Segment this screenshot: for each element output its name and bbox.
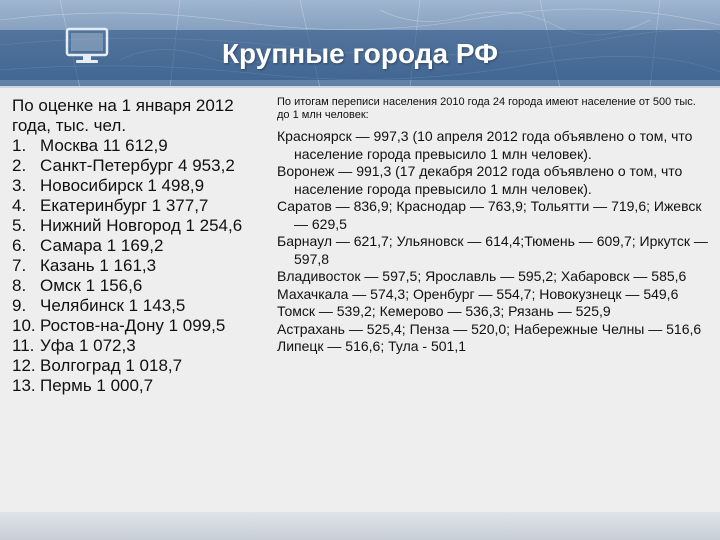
list-number: 10. xyxy=(12,316,36,335)
list-item: 3. Новосибирск 1 498,9 xyxy=(12,176,267,196)
monitor-icon xyxy=(65,27,109,63)
list-number: 4. xyxy=(12,196,27,215)
city-entry: Владивосток — 597,5; Ярославль — 595,2; … xyxy=(277,268,687,284)
city-entry: Махачкала — 574,3; Оренбург — 554,7; Нов… xyxy=(277,285,679,302)
city-entry: Астрахань — 525,4; Пенза — 520,0; Набере… xyxy=(277,320,702,337)
list-item: 10. Ростов-на-Дону 1 099,5 xyxy=(12,316,267,336)
list-text: Пермь 1 000,7 xyxy=(40,376,154,395)
list-text: Уфа 1 072,3 xyxy=(40,336,136,355)
city-entry: Барнаул — 621,7; Ульяновск — 614,4;Тюмен… xyxy=(277,233,708,267)
left-intro: По оценке на 1 января 2012 года, тыс. че… xyxy=(12,96,234,135)
list-item: 12. Волгоград 1 018,7 xyxy=(12,356,267,376)
list-item: 6. Самара 1 169,2 xyxy=(12,236,267,256)
list-text: Санкт-Петербург 4 953,2 xyxy=(40,156,235,175)
list-item: 11. Уфа 1 072,3 xyxy=(12,336,267,356)
slide-header: Крупные города РФ xyxy=(0,0,720,88)
list-number: 1. xyxy=(12,136,27,155)
list-text: Нижний Новгород 1 254,6 xyxy=(40,216,243,235)
list-number: 13. xyxy=(12,376,36,395)
slide-title: Крупные города РФ xyxy=(221,38,499,69)
list-number: 5. xyxy=(12,216,27,235)
title-band xyxy=(0,30,720,80)
footer-band xyxy=(0,512,720,540)
list-number: 8. xyxy=(12,276,27,295)
list-item: 13. Пермь 1 000,7 xyxy=(12,376,267,396)
list-text: Екатеринбург 1 377,7 xyxy=(40,196,209,215)
right-column: По итогам переписи населения 2010 года 2… xyxy=(277,96,709,356)
list-item: 5. Нижний Новгород 1 254,6 xyxy=(12,216,267,236)
city-list: 1. Москва 11 612,9 2. Санкт-Петербург 4 95… xyxy=(12,136,267,396)
census-note: По итогам переписи населения 2010 года 2… xyxy=(277,96,696,121)
list-text: Волгоград 1 018,7 xyxy=(40,356,183,375)
list-number: 3. xyxy=(12,176,27,195)
list-text: Новосибирск 1 498,9 xyxy=(40,176,205,195)
list-number: 2. xyxy=(12,156,27,175)
list-item: 4. Екатеринбург 1 377,7 xyxy=(12,196,267,216)
list-item: 1. Москва 11 612,9 xyxy=(12,136,267,156)
list-item: 7. Казань 1 161,3 xyxy=(12,256,267,276)
list-number: 11. xyxy=(12,336,35,355)
list-text: Самара 1 169,2 xyxy=(40,236,164,255)
list-text: Казань 1 161,3 xyxy=(40,256,157,275)
list-text: Москва 11 612,9 xyxy=(40,136,168,155)
list-number: 12. xyxy=(12,356,36,375)
list-item: 9. Челябинск 1 143,5 xyxy=(12,296,267,316)
city-entry: Липецк — 516,6; Тула - 501,1 xyxy=(277,338,466,354)
list-number: 7. xyxy=(12,256,27,275)
list-item: 8. Омск 1 156,6 xyxy=(12,276,267,296)
list-text: Омск 1 156,6 xyxy=(40,276,143,295)
left-column: По оценке на 1 января 2012 года, тыс. че… xyxy=(12,96,267,396)
header-divider xyxy=(0,86,720,88)
city-entry: Томск — 539,2; Кемерово — 536,3; Рязань … xyxy=(277,303,611,319)
list-number: 6. xyxy=(12,236,27,255)
list-number: 9. xyxy=(12,296,27,315)
list-text: Челябинск 1 143,5 xyxy=(40,296,186,315)
list-text: Ростов-на-Дону 1 099,5 xyxy=(40,316,226,335)
city-entry: Воронеж — 991,3 (17 декабря 2012 года об… xyxy=(277,163,683,197)
city-entry: Саратов — 836,9; Краснодар — 763,9; Толь… xyxy=(277,198,702,232)
list-item: 2. Санкт-Петербург 4 953,2 xyxy=(12,156,267,176)
city-entry: Красноярск — 997,3 (10 апреля 2012 года … xyxy=(277,128,693,162)
